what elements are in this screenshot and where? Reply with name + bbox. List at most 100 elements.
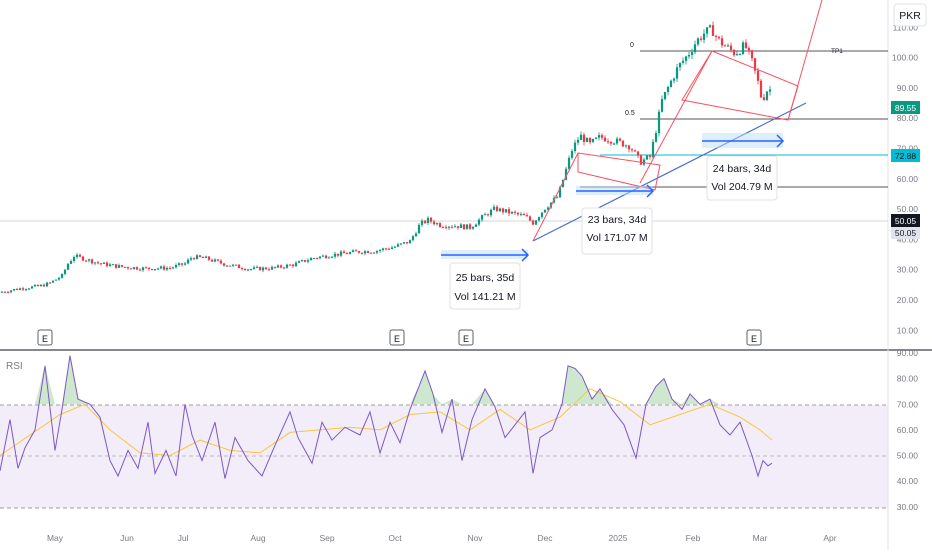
candle[interactable] [168,266,172,270]
candle[interactable] [18,287,22,291]
candle[interactable] [408,239,412,244]
candle[interactable] [12,288,16,292]
candle[interactable] [219,258,223,265]
candle[interactable] [489,208,493,218]
candle[interactable] [678,62,682,72]
candle[interactable] [36,284,40,287]
candle[interactable] [474,223,478,227]
candle[interactable] [126,266,130,270]
candle[interactable] [546,206,550,211]
candle[interactable] [540,212,544,219]
candle[interactable] [510,211,514,215]
candle[interactable] [243,268,247,271]
candle[interactable] [378,248,382,253]
candle[interactable] [750,49,754,62]
earnings-marker[interactable]: E [746,329,762,346]
candle[interactable] [3,291,7,293]
candle[interactable] [117,263,121,269]
flag-1[interactable] [577,152,661,191]
candle[interactable] [6,290,10,294]
candle[interactable] [396,242,400,248]
candle[interactable] [66,263,70,271]
projection-line[interactable] [787,0,823,121]
candle[interactable] [60,273,64,279]
candle[interactable] [537,216,541,222]
candle[interactable] [294,261,298,267]
candle[interactable] [24,288,28,292]
candle[interactable] [348,251,352,255]
flagpole-1[interactable] [532,152,579,242]
candle[interactable] [717,36,721,40]
candle[interactable] [507,207,511,216]
candle[interactable] [633,149,637,152]
candle[interactable] [132,267,136,270]
candle[interactable] [606,138,610,145]
candle[interactable] [387,247,391,250]
candle[interactable] [504,209,508,214]
candle[interactable] [267,267,271,271]
candle[interactable] [249,268,253,271]
candle[interactable] [54,279,58,281]
rsi-ma-line[interactable] [0,388,773,457]
candle[interactable] [276,264,280,269]
candle[interactable] [99,262,103,266]
candle[interactable] [621,140,625,148]
candle[interactable] [0,290,4,293]
candle[interactable] [360,252,364,255]
candle[interactable] [72,255,76,263]
candle[interactable] [600,133,604,141]
candle[interactable] [354,248,358,252]
candle[interactable] [726,43,730,48]
candle[interactable] [321,254,325,257]
candle[interactable] [609,141,613,146]
candle[interactable] [312,257,316,260]
candle[interactable] [747,45,751,55]
candle[interactable] [744,39,748,50]
candle[interactable] [84,259,88,262]
candle[interactable] [468,223,472,231]
candle[interactable] [618,137,622,142]
candle[interactable] [498,207,502,213]
candle[interactable] [429,216,433,224]
candle[interactable] [288,263,292,266]
candle[interactable] [630,148,634,153]
candle[interactable] [705,27,709,38]
candle[interactable] [495,205,499,212]
candle[interactable] [438,222,442,228]
candle[interactable] [351,249,355,253]
candle[interactable] [123,266,127,268]
candle[interactable] [171,266,175,270]
candle[interactable] [672,77,676,84]
rsi-line[interactable] [0,355,773,479]
candle[interactable] [150,268,154,271]
candle[interactable] [156,267,160,271]
rsi-label[interactable]: RSI [6,361,23,372]
earnings-marker[interactable]: E [389,329,405,346]
candle[interactable] [543,209,547,213]
candle[interactable] [483,212,487,216]
candle[interactable] [753,57,757,75]
candle[interactable] [594,137,598,140]
candle[interactable] [246,268,250,272]
candle[interactable] [696,37,700,47]
candle[interactable] [222,263,226,267]
candle[interactable] [339,249,343,258]
candle[interactable] [585,137,589,143]
candle[interactable] [636,151,640,159]
candle[interactable] [642,157,646,166]
candle[interactable] [456,226,460,230]
candle[interactable] [234,264,238,266]
candle[interactable] [261,266,265,273]
candle[interactable] [687,51,691,59]
candle[interactable] [300,259,304,262]
candle[interactable] [228,265,232,267]
candle[interactable] [741,40,745,55]
candle[interactable] [144,266,148,269]
candle[interactable] [237,263,241,269]
candle[interactable] [285,263,289,269]
candle[interactable] [270,265,274,271]
candle[interactable] [51,280,55,284]
candle[interactable] [90,258,94,265]
candle[interactable] [177,262,181,267]
candle[interactable] [303,259,307,263]
